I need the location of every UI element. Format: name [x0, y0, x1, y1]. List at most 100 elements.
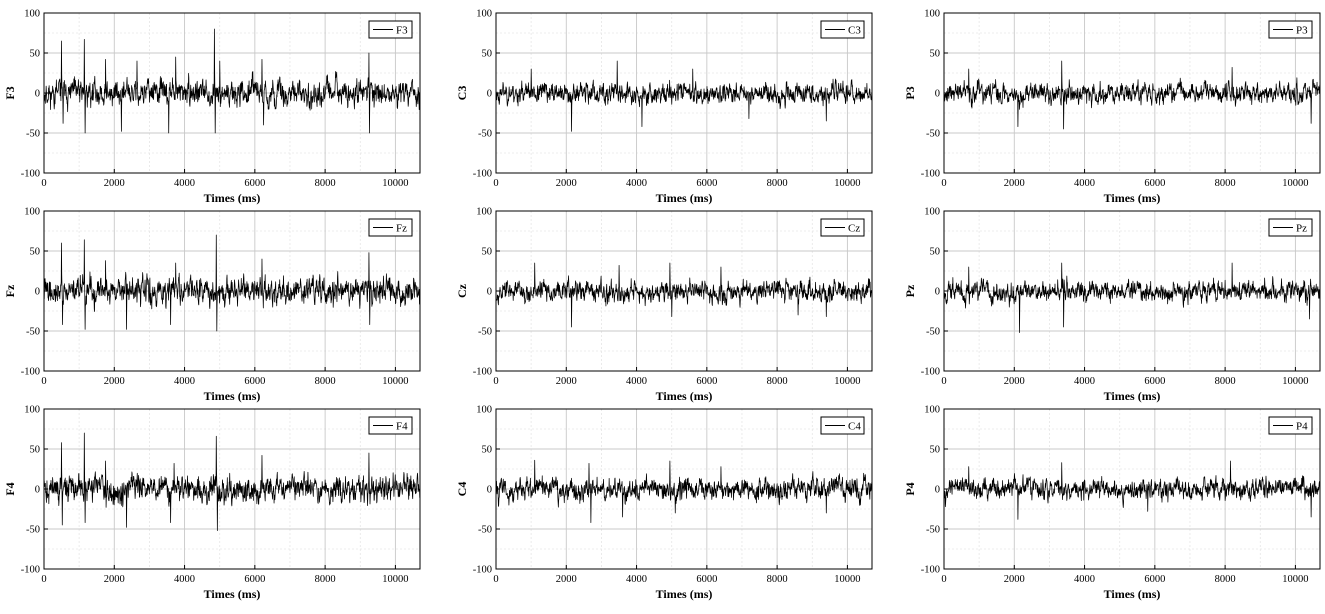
- y-tick-label: -50: [926, 129, 940, 140]
- legend-label: C3: [848, 25, 861, 37]
- x-tick-label: 2000: [556, 178, 577, 189]
- x-tick-label: 6000: [696, 178, 717, 189]
- x-tick-label: 6000: [244, 574, 265, 585]
- y-tick-label: -100: [921, 565, 940, 576]
- y-tick-label: 50: [482, 247, 493, 258]
- x-axis-title: Times (ms): [204, 587, 261, 601]
- y-tick-label: 100: [476, 207, 492, 218]
- x-tick-label: 10000: [1282, 178, 1308, 189]
- y-tick-label: 100: [476, 9, 492, 20]
- series-line-C4: [495, 459, 873, 523]
- x-axis-title: Times (ms): [1104, 389, 1161, 403]
- x-tick-label: 6000: [244, 376, 265, 387]
- x-tick-label: 10000: [834, 178, 860, 189]
- y-tick-label: 100: [24, 9, 40, 20]
- y-tick-label: 0: [487, 89, 492, 100]
- x-tick-label: 10000: [382, 178, 408, 189]
- series-line-Cz: [495, 262, 873, 328]
- x-tick-label: 8000: [1215, 574, 1236, 585]
- legend-label: Fz: [396, 223, 407, 235]
- x-axis-title: Times (ms): [656, 191, 713, 205]
- x-tick-label: 6000: [696, 376, 717, 387]
- x-tick-label: 0: [41, 376, 46, 387]
- y-tick-label: 50: [930, 445, 941, 456]
- y-tick-label: 50: [930, 247, 941, 258]
- legend-label: Cz: [848, 223, 860, 235]
- y-tick-label: 100: [924, 9, 940, 20]
- y-tick-label: 0: [35, 89, 40, 100]
- panel-Fz: -100 -50 0 50 100 0 2000 4000 6000 8000 10000 Times…: [3, 207, 421, 403]
- y-tick-label: 100: [476, 405, 492, 416]
- x-axis-title: Times (ms): [656, 587, 713, 601]
- x-tick-label: 0: [493, 574, 498, 585]
- x-tick-label: 0: [941, 376, 946, 387]
- x-tick-label: 8000: [1215, 376, 1236, 387]
- panel-Cz: -100 -50 0 50 100 0 2000 4000 6000 8000 10000 Times…: [455, 207, 873, 403]
- y-tick-label: 100: [24, 207, 40, 218]
- x-tick-label: 8000: [1215, 178, 1236, 189]
- x-tick-label: 0: [941, 574, 946, 585]
- x-tick-label: 4000: [174, 178, 195, 189]
- panel-C3: -100 -50 0 50 100 0 2000 4000 6000 8000 10000 Times…: [455, 9, 873, 205]
- y-axis-title: C4: [455, 482, 469, 497]
- x-tick-label: 8000: [767, 574, 788, 585]
- y-tick-label: -100: [21, 169, 40, 180]
- x-tick-label: 0: [941, 178, 946, 189]
- series-line-Pz: [943, 262, 1321, 333]
- x-tick-label: 2000: [556, 574, 577, 585]
- y-tick-label: -50: [26, 129, 40, 140]
- x-tick-label: 4000: [1074, 574, 1095, 585]
- series-line-P4: [943, 460, 1321, 520]
- x-tick-label: 10000: [382, 574, 408, 585]
- y-tick-label: 50: [30, 445, 41, 456]
- y-tick-label: 0: [487, 485, 492, 496]
- y-tick-label: -50: [478, 525, 492, 536]
- panel-P4: -100 -50 0 50 100 0 2000 4000 6000 8000 10000 Times…: [903, 405, 1321, 601]
- x-tick-label: 4000: [1074, 376, 1095, 387]
- x-tick-label: 10000: [382, 376, 408, 387]
- x-axis-title: Times (ms): [656, 389, 713, 403]
- y-tick-label: 0: [935, 485, 940, 496]
- y-tick-label: 100: [924, 207, 940, 218]
- y-tick-label: 100: [24, 405, 40, 416]
- y-tick-label: 0: [935, 89, 940, 100]
- x-tick-label: 6000: [1144, 376, 1165, 387]
- y-axis-title: Fz: [3, 284, 17, 297]
- x-tick-label: 10000: [1282, 376, 1308, 387]
- x-axis-title: Times (ms): [1104, 587, 1161, 601]
- y-tick-label: 50: [930, 49, 941, 60]
- y-tick-label: 50: [30, 49, 41, 60]
- y-tick-label: -50: [926, 327, 940, 338]
- y-axis-title: C3: [455, 86, 469, 101]
- x-tick-label: 8000: [315, 574, 336, 585]
- panel-P3: -100 -50 0 50 100 0 2000 4000 6000 8000 10000 Times…: [903, 9, 1321, 205]
- x-tick-label: 6000: [244, 178, 265, 189]
- x-tick-label: 8000: [767, 376, 788, 387]
- panel-F4: -100 -50 0 50 100 0 2000 4000 6000 8000 10000 Times…: [3, 405, 421, 601]
- y-tick-label: 50: [482, 49, 493, 60]
- series-line-F3: [43, 28, 421, 134]
- x-tick-label: 2000: [556, 376, 577, 387]
- x-tick-label: 8000: [315, 178, 336, 189]
- x-tick-label: 2000: [104, 178, 125, 189]
- x-tick-label: 8000: [767, 178, 788, 189]
- x-tick-label: 4000: [174, 574, 195, 585]
- y-axis-title: P4: [903, 482, 917, 495]
- x-axis-title: Times (ms): [204, 191, 261, 205]
- y-axis-title: Cz: [455, 283, 469, 298]
- y-tick-label: 50: [30, 247, 41, 258]
- y-tick-label: -100: [21, 367, 40, 378]
- y-tick-label: -50: [26, 525, 40, 536]
- series-line-Fz: [43, 234, 421, 332]
- legend-label: F4: [396, 421, 408, 433]
- x-tick-label: 2000: [104, 574, 125, 585]
- y-tick-label: 0: [35, 287, 40, 298]
- y-tick-label: -100: [473, 367, 492, 378]
- panel-Pz: -100 -50 0 50 100 0 2000 4000 6000 8000 10000 Times…: [903, 207, 1321, 403]
- x-tick-label: 4000: [1074, 178, 1095, 189]
- x-tick-label: 0: [493, 178, 498, 189]
- panel-C4: -100 -50 0 50 100 0 2000 4000 6000 8000 10000 Times…: [455, 405, 873, 601]
- y-axis-title: Pz: [903, 284, 917, 297]
- y-tick-label: 100: [924, 405, 940, 416]
